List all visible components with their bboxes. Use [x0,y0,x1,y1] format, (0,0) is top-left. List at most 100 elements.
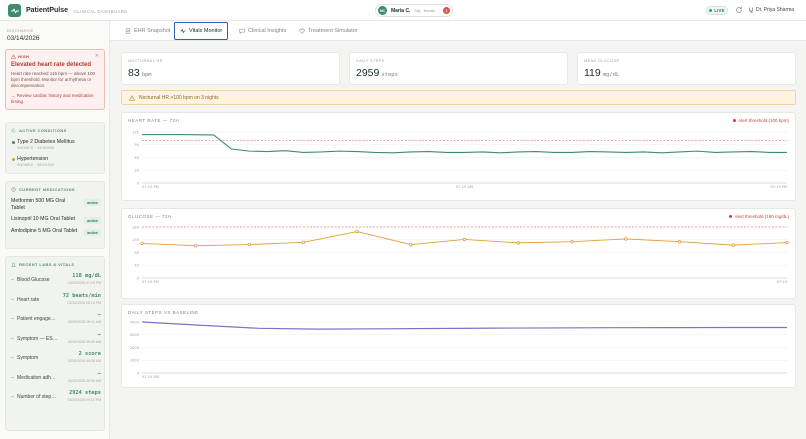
alert-action-link[interactable]: → Review cardiac history and medication … [11,93,94,104]
alert-card: HIGH ✕ Elevated heart rate detected Hear… [5,49,105,110]
sidebar: DISCHARGE 03/14/2026 HIGH ✕ Elevated hea… [0,21,110,439]
medication-name: Metformin 500 MG Oral Tablet [11,198,66,211]
refresh-icon[interactable] [735,6,743,14]
medication-item[interactable]: Metformin 500 MG Oral Tablet active [11,198,101,212]
lab-time: 03/20/2026 08:14 PM [67,300,101,305]
lab-bullet-icon: – [11,296,14,303]
data-point [355,229,359,234]
glucose-chart: 180 135 90 45 0 07:19 PM 07:19 GLUCOSE — 72H A… [121,208,796,299]
y-tick-label: 1000 [130,359,140,363]
lab-bullet-icon: – [11,394,14,400]
condition-dot-icon [12,158,15,161]
user-menu[interactable]: Dr. Priya Sharma [748,7,794,13]
x-tick-label: 07:19 PM [142,185,159,189]
refresh-cycle-icon [11,128,16,133]
tab-clinical-insights[interactable]: Clinical Insights [234,22,291,40]
lab-value: — [97,312,101,318]
close-icon[interactable]: ✕ [94,53,99,59]
conditions-panel: ACTIVE CONDITIONS Type 2 Diabetes Mellit… [5,122,105,174]
patient-name: Maria C. [391,7,411,14]
lab-bullet-icon: – [11,335,14,342]
x-tick-label: 07:19 PM [142,280,159,284]
medication-item[interactable]: Lisinopril 10 MG Oral Tablet active [11,216,101,224]
stat-card-mean-glucose: MEAN GLUCOSE 119 mg/dL [577,52,796,85]
patient-alert-badge: 1 [443,7,450,14]
x-tick-label: 07:19 AM [456,185,473,189]
lab-row[interactable]: – Heart rate 72 beats/min 03/20/2026 08:14 … [11,293,101,310]
stat-value: 83 bpm [128,67,152,79]
lab-name: Symptom [17,355,39,361]
y-tick-label: 0 [137,371,140,375]
y-tick-label: 120 [132,130,140,134]
y-tick-label: 90 [134,251,139,255]
lab-row[interactable]: – Number of step… 2924 steps 03/20/2026 09:… [11,390,101,407]
data-point [462,237,467,242]
warning-banner: Nocturnal HR >100 bpm on 3 nights [121,90,796,105]
discharge-date: 03/14/2026 [7,35,40,42]
lab-time: 03/20/2026 09:11 AM [67,320,101,324]
tab-label: Treatment Simulator [308,28,358,34]
chart-title: GLUCOSE — 72H [128,214,172,219]
lab-name: Number of step… [17,394,57,400]
tab-ehr-snapshot[interactable]: EHR Snapshot [120,22,175,40]
status-badge: active [84,217,101,224]
alert-body: Heart rate reached 115 bpm — above 100 b… [11,71,95,88]
x-tick-label: 07:19 PM [770,185,787,189]
lab-value: — [97,370,101,377]
lab-value: — [97,331,101,338]
y-tick-label: 90 [134,143,139,147]
y-tick-label: 60 [134,156,139,160]
data-point [140,241,144,246]
series-line [141,321,787,330]
data-point [194,244,198,248]
app-logo[interactable] [8,4,21,17]
y-tick-label: 5000 [130,320,140,324]
lab-bullet-icon: – [11,316,14,322]
lab-row[interactable]: – Patient engagem… — 03/20/2026 09:11 AM [11,312,101,329]
user-name: Dr. Priya Sharma [756,7,795,13]
top-bar: PatientPulse CLINICAL DASHBOARD MC Maria… [0,0,806,21]
warning-icon [11,54,16,59]
live-label: LIVE [714,8,725,13]
stat-label: DAILY STEPS [356,59,385,63]
patient-selector[interactable]: MC Maria C. 58y · female 1 [375,4,453,17]
stat-value: 119 mg/dL [584,67,619,79]
chart-legend: Alert threshold (180 mg/dL) [729,214,789,219]
lab-row[interactable]: – Blood Glucose 118 mg/dL 03/20/2026 07:19 … [11,273,101,290]
data-point [247,242,252,247]
medication-item[interactable]: Amlodipine 5 MG Oral Tablet active [11,228,101,242]
condition-dot-icon [12,141,15,144]
lab-bullet-icon: – [11,355,14,361]
chart-legend: Alert threshold (100 bpm) [733,118,789,123]
alert-severity: HIGH [11,54,99,59]
live-dot-icon [709,9,713,12]
lab-row[interactable]: – Medication adh… —03/20/2026 09:06 AM [11,371,101,388]
medication-name: Lisinopril 10 MG Oral Tablet [11,216,75,222]
lab-row[interactable]: – Symptom — ES… —03/20/2026 09:09 AM [11,332,101,349]
glucose-plot: 180 135 90 45 007:19 PM 07:19 [132,225,789,284]
labs-heading: RECENT LABS & VITALS [6,257,104,267]
y-tick-label: 45 [134,264,139,268]
y-tick-label: 2000 [130,346,140,350]
series-line [142,133,787,154]
y-tick-label: 180 [132,225,140,229]
tab-vitals-monitor[interactable]: Vitals Monitor [174,22,229,40]
status-badge: active [84,229,101,236]
tab-label: Vitals Monitor [189,28,223,34]
tab-treatment-simulator[interactable]: Treatment Simulator [294,22,363,40]
stat-unit: mg/dL [602,72,620,78]
lab-name: Patient engagem… [17,316,59,322]
stat-card-daily-steps: DAILY STEPS 2959 steps [349,52,568,85]
chart-title: DAILY STEPS VS BASELINE [128,310,199,315]
lab-row[interactable]: – Symptom 2 score 03/20/2026 09:08 AM [11,351,101,368]
stat-label: MEAN GLUCOSE [584,59,620,63]
tab-label: EHR Snapshot [134,28,171,34]
x-tick-label: 07:19 AM [142,375,159,379]
warning-icon [129,94,135,101]
lab-time: 03/20/2026 09:06 AM [67,378,101,383]
stat-value: 2959 steps [356,67,398,79]
x-tick-label: 07:19 [777,280,788,284]
data-point [785,240,789,245]
condition-code: SNOMED · 44054006 [17,146,55,150]
lab-bullet-icon: – [11,277,14,283]
